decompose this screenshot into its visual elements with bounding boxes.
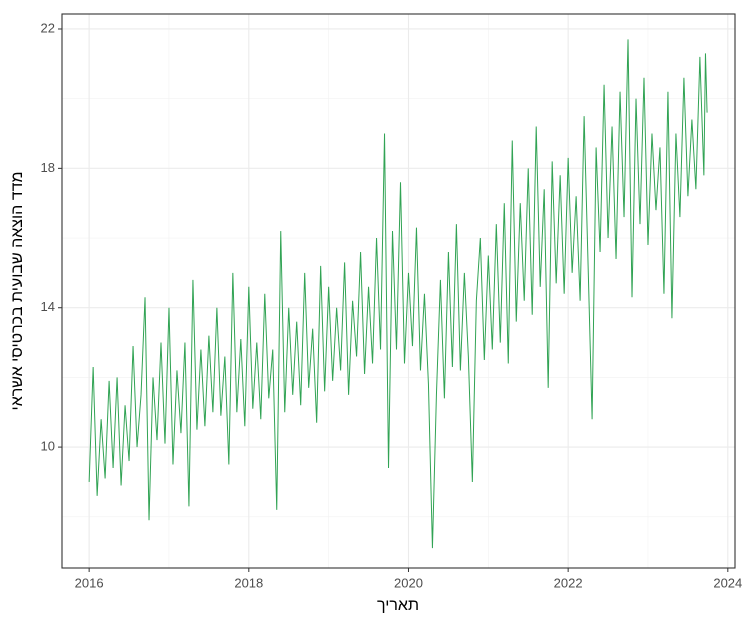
x-tick-label: 2018 (234, 575, 263, 590)
x-tick-label: 2016 (75, 575, 104, 590)
y-tick-label: 22 (41, 20, 55, 35)
plot-frame (61, 13, 736, 569)
y-tick-label: 10 (41, 439, 55, 454)
plot-background (62, 14, 735, 568)
y-tick-label: 18 (41, 160, 55, 175)
y-tick-label: 14 (41, 299, 55, 314)
y-axis-title: מדד הוצאה שבועית בכרטיסי אשראי (9, 172, 26, 411)
x-tick-label: 2020 (394, 575, 423, 590)
x-axis-title: תאריך (377, 597, 419, 614)
x-tick-label: 2024 (713, 575, 742, 590)
data-line (88, 39, 708, 549)
x-tick-label: 2022 (554, 575, 583, 590)
